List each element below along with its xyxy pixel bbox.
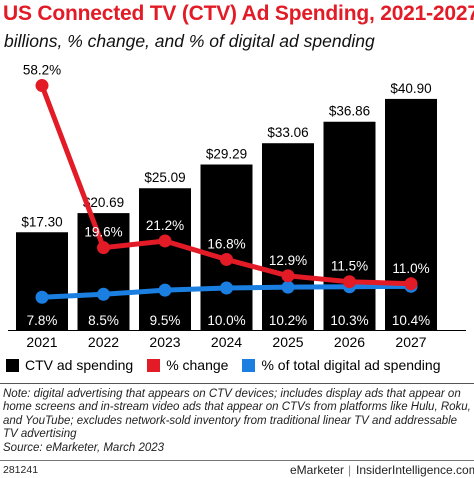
chart-subtitle: billions, % change, and % of digital ad … bbox=[4, 31, 375, 51]
legend-swatch-red bbox=[147, 358, 161, 372]
pct-change-point bbox=[343, 275, 356, 289]
pct-change-point bbox=[97, 241, 110, 255]
bar-value-label: $33.06 bbox=[267, 125, 308, 140]
legend-swatch-black bbox=[6, 358, 19, 372]
bar-value-label: $20.69 bbox=[83, 195, 124, 210]
pct-change-label: 21.2% bbox=[146, 218, 184, 233]
legend-item-ctv-ad-spending: CTV ad spending bbox=[6, 357, 133, 373]
x-tick-label: 2025 bbox=[272, 334, 303, 350]
pct-change-point bbox=[35, 79, 49, 93]
bar-value-label: $25.09 bbox=[144, 170, 185, 185]
bar bbox=[77, 213, 130, 330]
pct-digital-point bbox=[35, 290, 49, 304]
footer-separator: | bbox=[348, 463, 352, 477]
pct-digital-label: 7.8% bbox=[27, 313, 58, 328]
pct-change-point bbox=[404, 277, 418, 291]
pct-change-point bbox=[158, 234, 172, 248]
x-tick-label: 2024 bbox=[211, 334, 242, 350]
pct-change-point bbox=[281, 269, 295, 283]
pct-digital-label: 9.5% bbox=[150, 313, 181, 328]
brand-logo-text: eMarketer bbox=[290, 463, 345, 477]
x-tick-label: 2021 bbox=[26, 334, 57, 350]
x-tick-label: 2027 bbox=[395, 334, 426, 350]
legend-label: % change bbox=[166, 357, 229, 373]
legend-label: % of total digital ad spending bbox=[261, 357, 441, 373]
legend-item-pct-change: % change bbox=[147, 357, 228, 373]
legend-label: CTV ad spending bbox=[25, 357, 134, 373]
pct-digital-point bbox=[281, 280, 295, 294]
bar bbox=[16, 232, 68, 330]
pct-change-label: 16.8% bbox=[207, 236, 245, 251]
legend-item-pct-digital: % of total digital ad spending bbox=[242, 357, 440, 373]
pct-change-label: 58.2% bbox=[23, 63, 61, 78]
site-link[interactable]: InsiderIntelligence.com bbox=[356, 463, 474, 477]
chart-title: US Connected TV (CTV) Ad Spending, 2021-… bbox=[3, 2, 474, 25]
pct-digital-point bbox=[158, 283, 172, 297]
note-divider bbox=[0, 383, 474, 384]
pct-change-label: 11.0% bbox=[392, 261, 429, 276]
pct-digital-point bbox=[220, 281, 233, 295]
bar-value-label: $29.29 bbox=[206, 147, 247, 162]
pct-digital-label: 8.5% bbox=[88, 313, 119, 328]
pct-digital-label: 10.2% bbox=[269, 313, 307, 328]
source-text: Source: eMarketer, March 2023 bbox=[3, 441, 165, 454]
pct-change-label: 12.9% bbox=[269, 253, 307, 268]
bar-value-label: $17.30 bbox=[21, 214, 62, 229]
pct-digital-point bbox=[97, 287, 110, 301]
bar bbox=[262, 143, 314, 330]
legend: CTV ad spending % change % of total digi… bbox=[6, 357, 454, 373]
bar bbox=[200, 164, 253, 330]
pct-change-label: 19.6% bbox=[84, 225, 122, 240]
x-tick-label: 2022 bbox=[88, 334, 119, 350]
note-text: Note: digital advertising that appears o… bbox=[3, 388, 471, 441]
x-tick-label: 2023 bbox=[149, 334, 180, 350]
pct-digital-label: 10.3% bbox=[330, 313, 368, 328]
note-block: Note: digital advertising that appears o… bbox=[3, 388, 471, 455]
bar bbox=[385, 98, 437, 330]
bar bbox=[139, 188, 191, 330]
pct-change-label: 11.5% bbox=[331, 259, 368, 274]
pct-digital-label: 10.4% bbox=[392, 313, 430, 328]
pct-change-point bbox=[220, 252, 233, 266]
pct-digital-label: 10.0% bbox=[207, 313, 245, 328]
bar-value-label: $36.86 bbox=[329, 104, 370, 119]
chart-area: $17.30 $20.69 $25.09 $29.29 $33.06 $36.86 $40.… bbox=[8, 63, 466, 350]
x-tick-label: 2026 bbox=[334, 334, 365, 350]
bar bbox=[323, 121, 376, 330]
bar-value-label: $40.90 bbox=[390, 81, 431, 96]
legend-swatch-blue bbox=[242, 358, 256, 372]
chart-id: 281241 bbox=[3, 464, 39, 476]
footer: 281241 eMarketer | InsiderIntelligence.c… bbox=[0, 460, 474, 478]
